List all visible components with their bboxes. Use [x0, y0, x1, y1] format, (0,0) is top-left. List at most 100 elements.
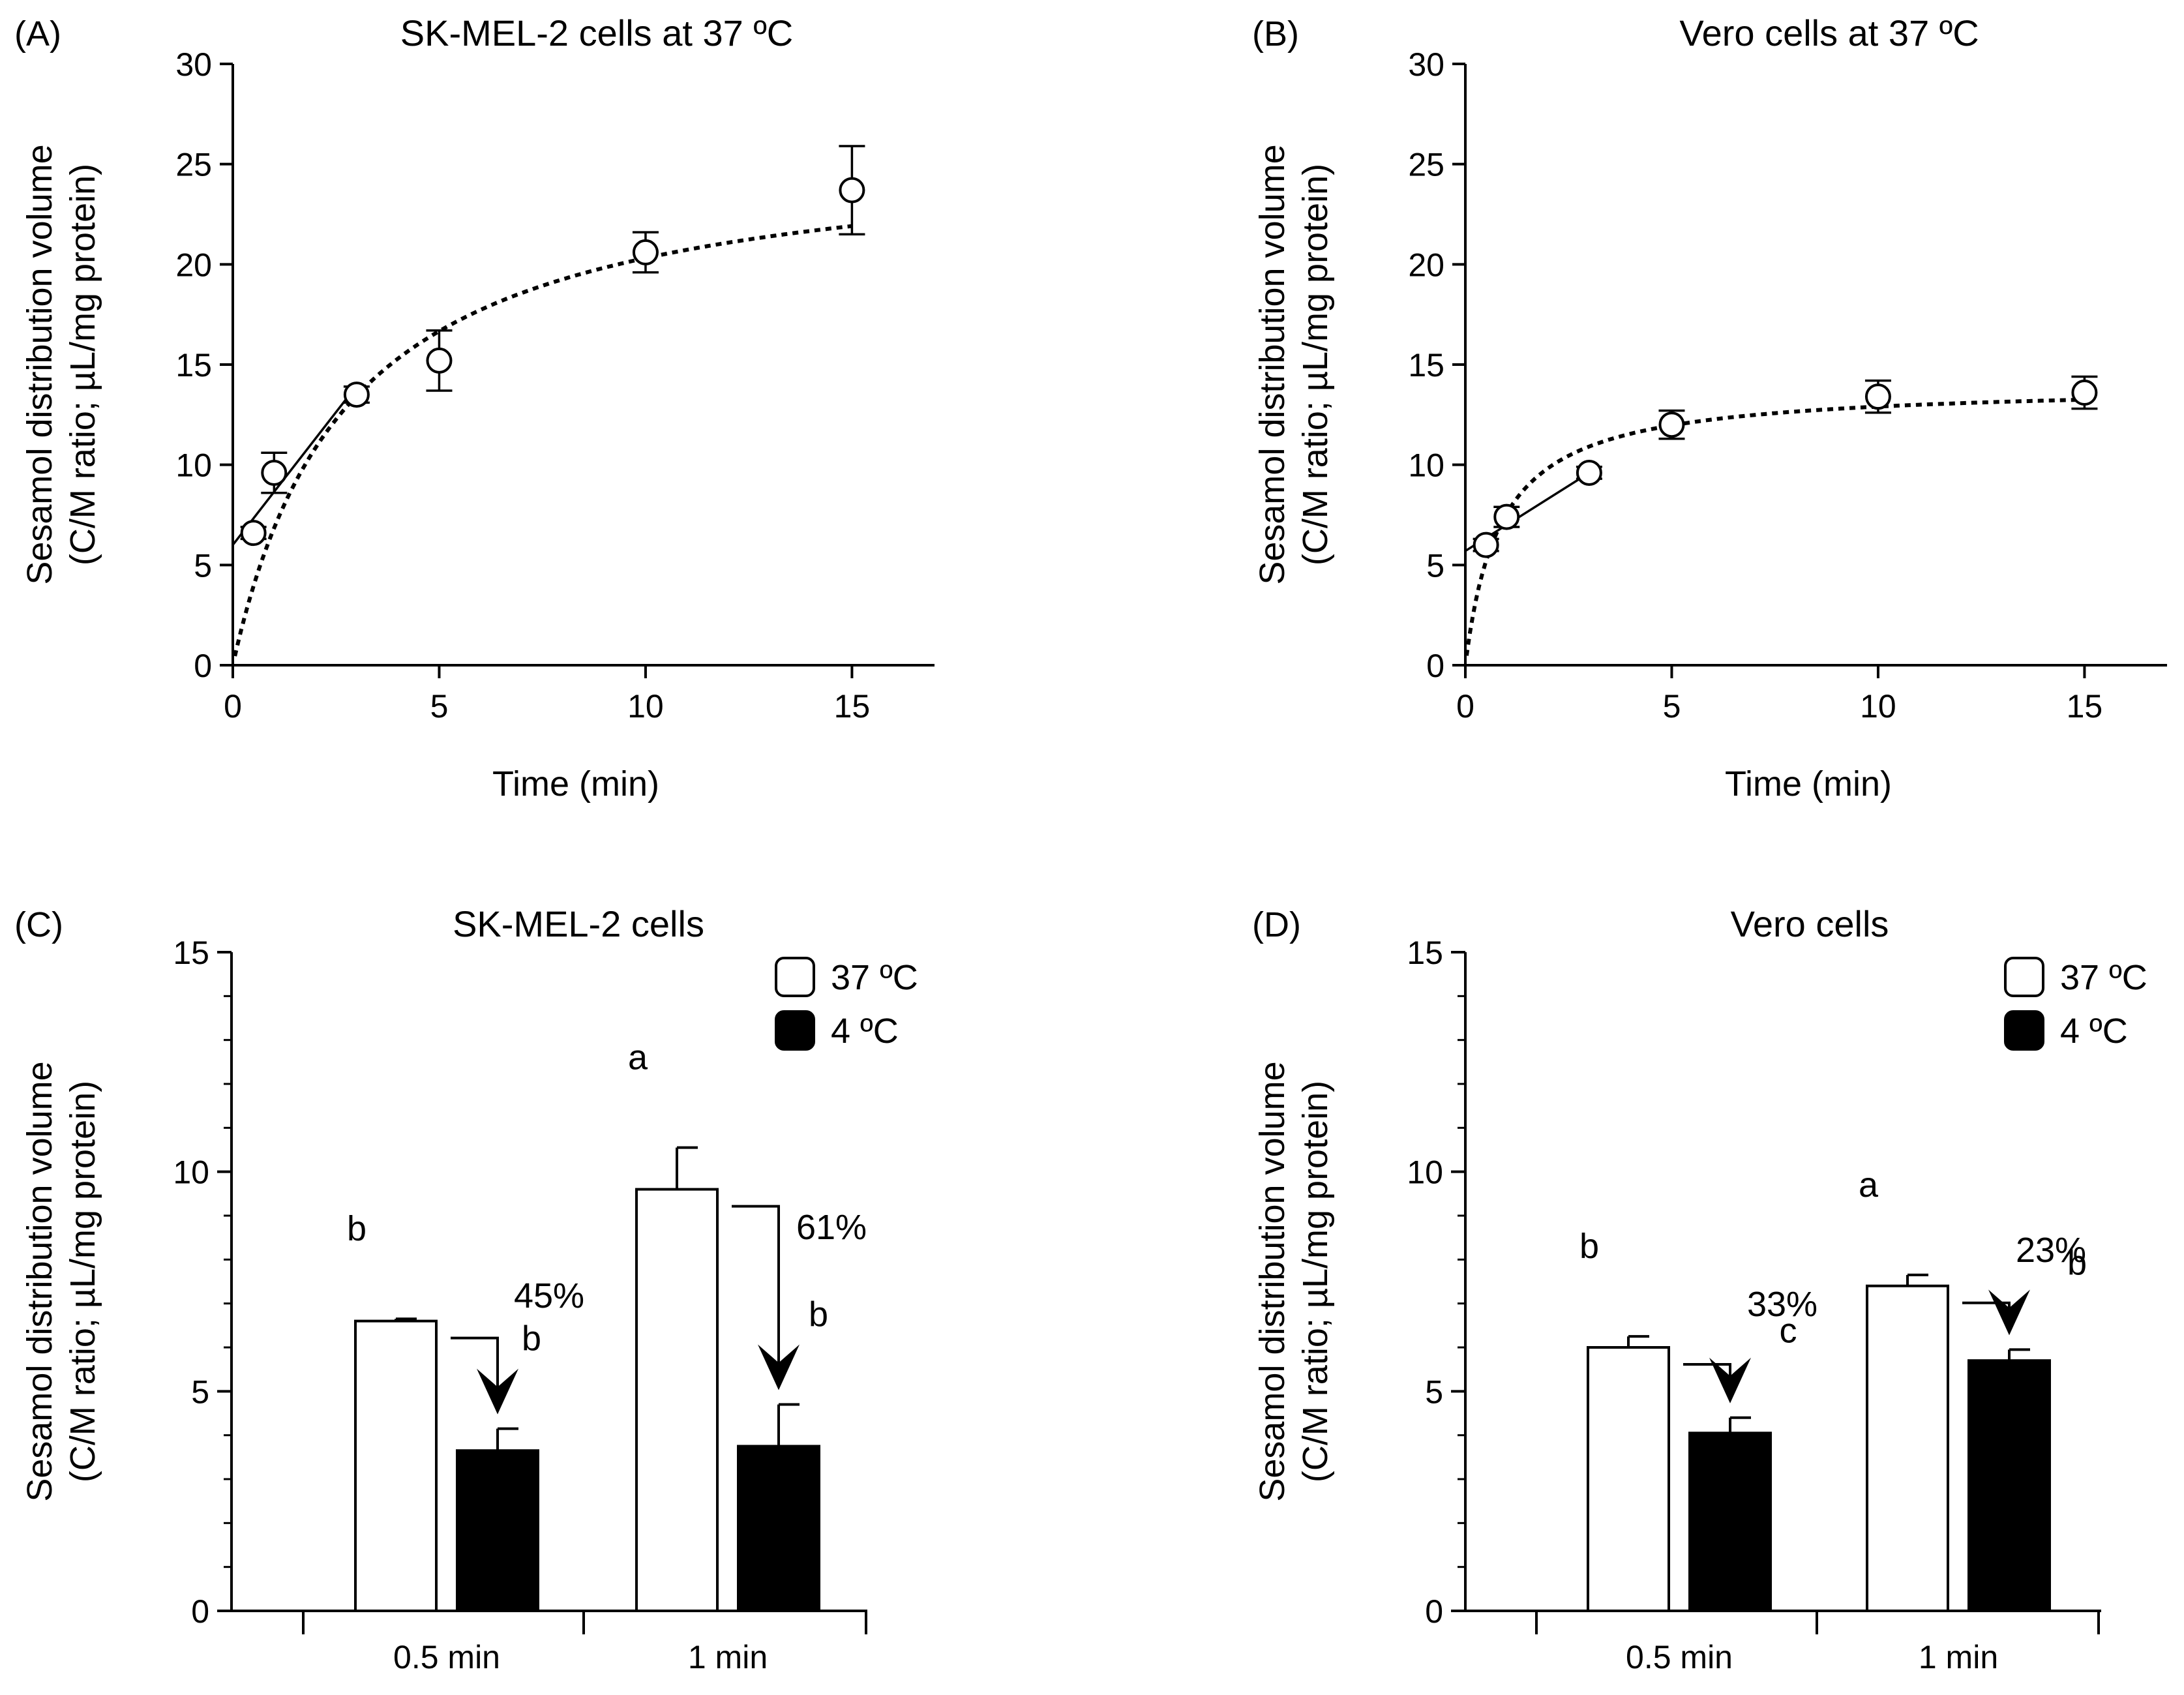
panel-d-legend-label: 37 ºC: [2060, 958, 2147, 997]
panel-d-arrow-head: [1988, 1289, 2030, 1336]
panel-a-x-tick-label: 15: [834, 688, 871, 725]
panel-d-y-tick-label: 5: [1425, 1373, 1443, 1410]
panel-b-y-tick-label: 30: [1408, 46, 1444, 83]
panel-c-legend-label: 4 ºC: [831, 1012, 899, 1051]
panel-c-legend-swatch: [775, 957, 815, 997]
panel-d-reduction-arrow: [1683, 1363, 1731, 1379]
panel-c-significance-letter: b: [347, 1209, 366, 1248]
panel-c-reduction-percent: 45%: [514, 1276, 584, 1315]
panel-d-bar: [1967, 1359, 2051, 1612]
panel-b-y-tick-label: 0: [1426, 648, 1444, 684]
panel-d-category-label: 0.5 min: [1626, 1639, 1733, 1675]
panel-c-significance-letter: b: [522, 1319, 541, 1358]
panel-c-reduction-arrow: [451, 1336, 499, 1390]
panel-a-y-tick-label: 25: [175, 147, 212, 183]
panel-a-panel-label: (A): [14, 14, 61, 53]
panel-c-ylabel-line1: Sesamol distribution volume: [20, 1061, 59, 1501]
panel-c-y-tick-label: 0: [191, 1593, 209, 1630]
panel-a-y-tick-label: 0: [194, 648, 212, 684]
panel-a-data-point: [343, 382, 370, 408]
panel-d-legend-label: 4 ºC: [2060, 1012, 2128, 1051]
panel-d-significance-letter: a: [1859, 1165, 1879, 1205]
panel-c-y-tick-label: 5: [191, 1373, 209, 1410]
panel-b-data-point: [1864, 383, 1891, 410]
panel-b-x-tick-label: 0: [1456, 688, 1474, 725]
panel-d-bar: [1688, 1432, 1772, 1613]
panel-a-data-point: [261, 459, 288, 486]
panel-b-data-point: [1473, 532, 1499, 558]
panel-a-linear-fit: [232, 385, 358, 546]
panel-d-category-label: 1 min: [1919, 1639, 1998, 1675]
panel-d-reduction-percent: 33%: [1747, 1285, 1818, 1324]
panel-a-title: SK-MEL-2 cells at 37 ºC: [400, 12, 793, 53]
panel-c-panel-label: (C): [14, 905, 63, 944]
panel-d-significance-letter: b: [2067, 1243, 2087, 1282]
panel-b-y-tick-label: 10: [1408, 447, 1444, 484]
panel-b-ylabel-line2: (C/M ratio; µL/mg protein): [1296, 164, 1335, 565]
panel-b-data-point: [1493, 503, 1520, 530]
panel-c-reduction-percent: 61%: [796, 1208, 867, 1247]
panel-d-y-tick-label: 15: [1407, 935, 1443, 971]
panel-b-xlabel: Time (min): [1725, 764, 1892, 803]
panel-d-bar: [1587, 1346, 1670, 1612]
panel-a-x-tick-label: 5: [430, 688, 449, 725]
panel-b-fit-curve: [1464, 397, 2085, 656]
panel-b-x-tick-label: 10: [1860, 688, 1896, 725]
panel-c-y-tick-label: 15: [173, 935, 209, 971]
panel-c-legend-label: 37 ºC: [831, 958, 918, 997]
panel-d-ylabel-line2: (C/M ratio; µL/mg protein): [1296, 1081, 1335, 1482]
panel-c-ylabel-line2: (C/M ratio; µL/mg protein): [63, 1081, 102, 1482]
panel-b-data-point: [1658, 412, 1685, 438]
panel-d-bar: [1866, 1284, 1949, 1612]
panel-b-panel-label: (B): [1252, 14, 1299, 53]
panel-d-arrow-head: [1709, 1357, 1751, 1403]
panel-d-reduction-percent: 23%: [2016, 1231, 2086, 1270]
panel-d-legend-swatch: [2004, 957, 2044, 997]
panel-c-significance-letter: a: [628, 1038, 648, 1077]
panel-b-y-tick-label: 20: [1408, 247, 1444, 283]
panel-a-y-tick-label: 15: [175, 347, 212, 383]
panel-b-data-point: [2071, 380, 2098, 406]
panel-c-title: SK-MEL-2 cells: [453, 903, 704, 944]
panel-b-title: Vero cells at 37 ºC: [1679, 12, 1979, 53]
panel-c-bar: [635, 1188, 719, 1612]
panel-c-bar: [354, 1319, 438, 1612]
panel-b-y-tick-label: 25: [1408, 147, 1444, 183]
panel-d-y-tick-label: 0: [1425, 1593, 1443, 1630]
panel-a-y-tick-label: 20: [175, 247, 212, 283]
panel-a-ylabel-line1: Sesamol distribution volume: [20, 144, 59, 584]
panel-d-panel-label: (D): [1252, 905, 1301, 944]
panel-b-y-tick-label: 15: [1408, 347, 1444, 383]
panel-a-data-point: [839, 177, 865, 203]
panel-b-x-tick-label: 5: [1663, 688, 1681, 725]
panel-b-ylabel-line1: Sesamol distribution volume: [1253, 144, 1292, 584]
panel-a-y-tick-label: 30: [175, 46, 212, 83]
panel-d-significance-letter: c: [1780, 1312, 1797, 1351]
panel-c-arrow-head: [477, 1368, 518, 1415]
panel-b-x-tick-label: 15: [2067, 688, 2103, 725]
panel-c-reduction-arrow: [732, 1205, 780, 1366]
panel-a-fit-curve: [233, 224, 852, 657]
panel-a-x-tick-label: 10: [627, 688, 664, 725]
panel-c-significance-letter: b: [809, 1295, 828, 1334]
panel-b-y-tick-label: 5: [1426, 547, 1444, 584]
panel-d-y-tick-label: 10: [1407, 1154, 1443, 1191]
panel-c-category-label: 0.5 min: [393, 1639, 500, 1675]
panel-b-data-point: [1576, 459, 1602, 486]
panel-a-x-tick-label: 0: [224, 688, 242, 725]
panel-a-ylabel-line2: (C/M ratio; µL/mg protein): [63, 164, 102, 565]
panel-d-title: Vero cells: [1731, 903, 1889, 944]
panel-a-y-tick-label: 5: [194, 547, 212, 584]
panel-a-data-point: [632, 239, 659, 265]
panel-c-legend-swatch: [775, 1010, 815, 1051]
panel-a-data-point: [240, 520, 267, 547]
panel-c-category-label: 1 min: [688, 1639, 768, 1675]
panel-d-legend-swatch: [2004, 1010, 2044, 1051]
panel-d-ylabel-line1: Sesamol distribution volume: [1253, 1061, 1292, 1501]
panel-c-arrow-head: [758, 1344, 800, 1390]
panel-d-significance-letter: b: [1579, 1227, 1599, 1266]
panel-a-xlabel: Time (min): [492, 764, 659, 803]
panel-c-y-tick-label: 10: [173, 1154, 209, 1191]
panel-c-bar: [456, 1449, 539, 1613]
